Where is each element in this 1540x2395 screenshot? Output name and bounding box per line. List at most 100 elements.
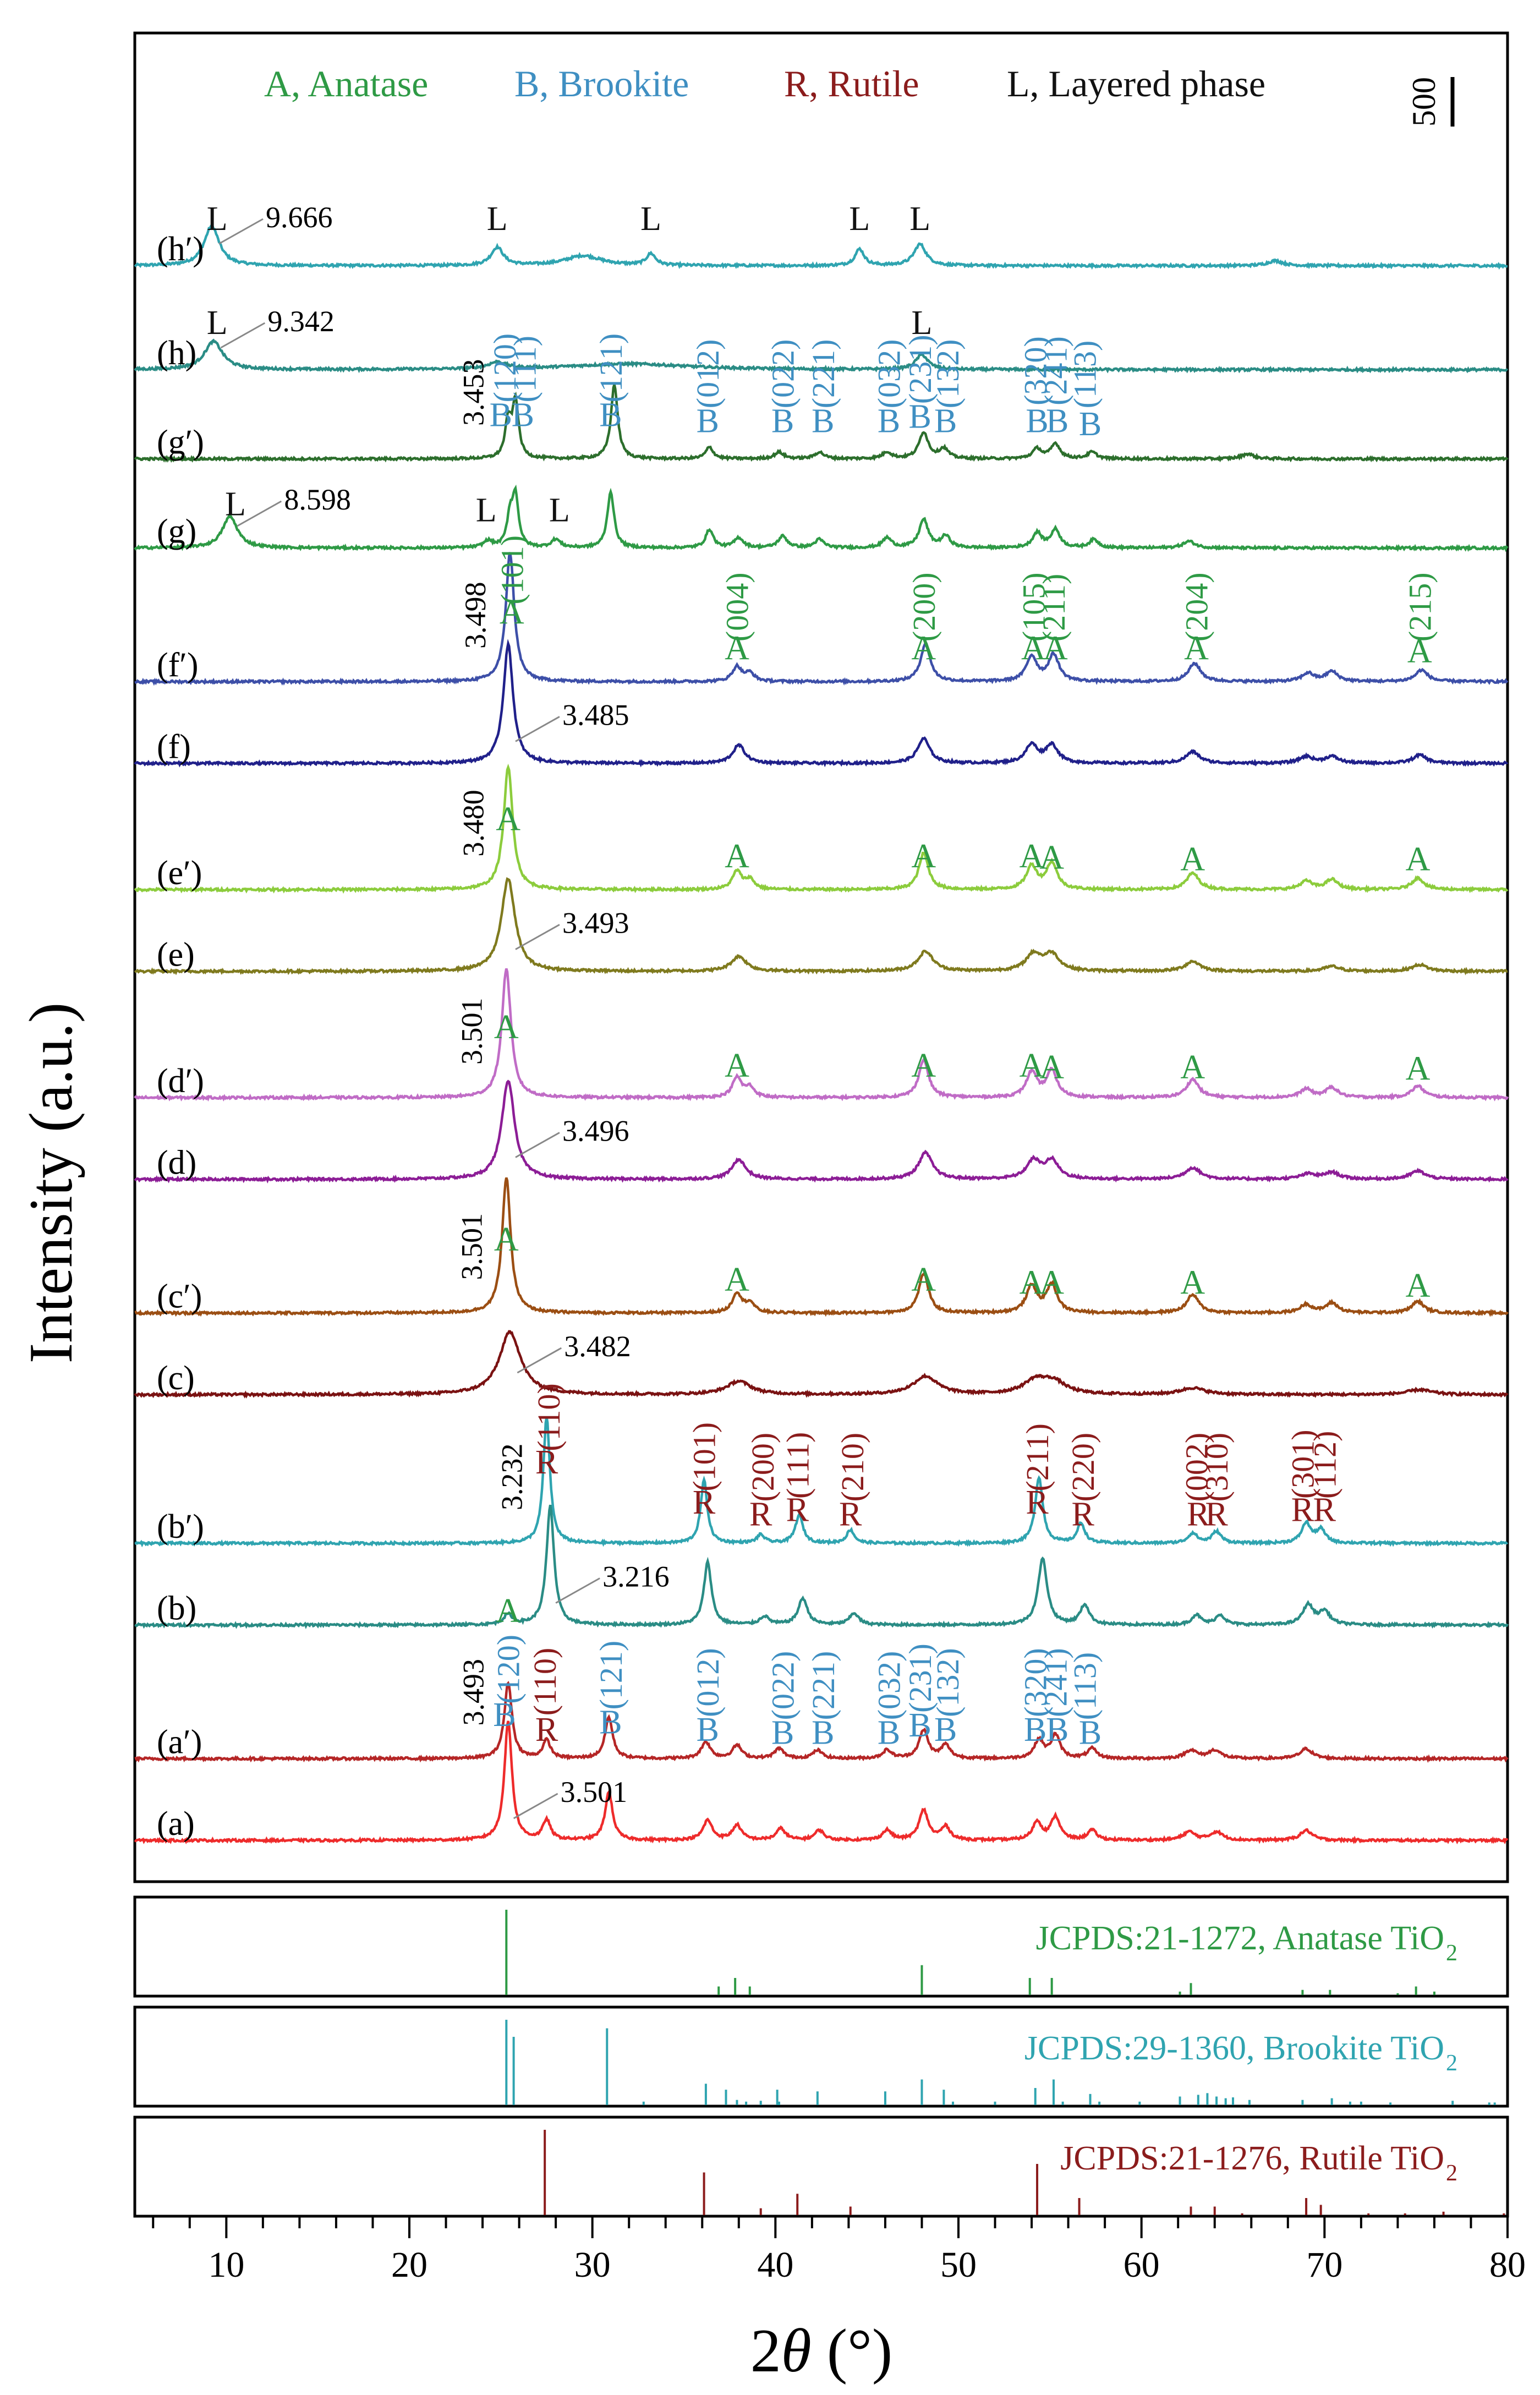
phase-label: B: [599, 397, 622, 434]
phase-label: A: [1039, 1049, 1064, 1086]
series-label: (d′): [157, 1062, 204, 1100]
hkl-label: (211): [1020, 1423, 1055, 1491]
phase-label: R: [1291, 1492, 1314, 1529]
phase-label: B: [812, 1714, 834, 1752]
x-axis-label: 2θ (°): [750, 2317, 892, 2385]
hkl-label: (241): [1038, 336, 1073, 405]
legend-anatase: A, Anatase: [264, 63, 428, 105]
hkl-label: (204): [1179, 572, 1214, 642]
hkl-label: (221): [805, 1651, 841, 1720]
reference-label-subscript: 2: [1446, 2051, 1457, 2076]
d-spacing-annotation: 3.232: [496, 1444, 529, 1511]
legend-rutile: R, Rutile: [784, 63, 919, 105]
phase-label: A: [1020, 1047, 1044, 1084]
hkl-label: (110): [527, 1648, 563, 1716]
hkl-label: (211): [1036, 574, 1072, 642]
series-line: [134, 968, 1509, 1102]
series-line: [134, 1417, 1509, 1548]
series-line: [134, 384, 1509, 463]
phase-label: R: [786, 1492, 809, 1529]
series-line: [134, 1330, 1509, 1399]
annotation-leader: [515, 716, 560, 742]
phase-label: R: [1313, 1492, 1336, 1529]
phase-label: B: [934, 1711, 957, 1749]
hkl-label: (215): [1402, 572, 1438, 642]
hkl-label: (105): [1016, 572, 1051, 642]
phase-label: A: [911, 1047, 936, 1084]
hkl-label: (241): [1038, 1648, 1073, 1717]
scale-bar-label: 500: [1406, 77, 1442, 127]
phase-label: B: [1024, 1711, 1046, 1749]
series-line: [134, 1720, 1509, 1845]
phase-label: B: [1079, 1714, 1101, 1752]
phase-label: A: [1039, 839, 1064, 876]
hkl-label: (220): [1065, 1433, 1101, 1502]
annotation-leader: [218, 218, 264, 245]
series-line: [134, 1079, 1509, 1184]
series-line: [134, 484, 1509, 552]
hkl-label: (032): [872, 1651, 907, 1720]
phase-label: A: [725, 1261, 749, 1298]
hkl-label: (032): [872, 339, 907, 409]
d-spacing-annotation: 8.598: [284, 483, 351, 516]
reference-panel-anatase: [133, 1895, 1509, 1998]
series-label: (c′): [157, 1278, 202, 1316]
phase-label: R: [535, 1444, 558, 1481]
hkl-label: (002): [1179, 1433, 1214, 1502]
scale-bar: 500: [1406, 77, 1455, 127]
hkl-label: (301): [1285, 1429, 1320, 1499]
phase-label: R: [1205, 1496, 1228, 1533]
series-line: [134, 552, 1509, 686]
d-spacing-annotation: 3.453: [457, 359, 490, 426]
hkl-label: (111): [507, 336, 543, 402]
series-label: (g′): [157, 424, 204, 461]
series-label: (b′): [157, 1508, 204, 1545]
phase-label: B: [512, 397, 534, 434]
phase-label: A: [1180, 1049, 1205, 1086]
x-axis: 10 20 30 40 50 60 70 80: [152, 2216, 1526, 2285]
phase-label: R: [839, 1496, 862, 1533]
hkl-label: (310): [1199, 1433, 1235, 1502]
peak-label-layer: L L L L LL LL L LBB B B B B B B B BB BAA A AA A AAA A AA A AAA A A…: [207, 200, 1438, 1751]
x-axis-label-unit: (°): [812, 2317, 892, 2385]
phase-label: B: [934, 402, 957, 440]
hkl-label: (200): [906, 572, 942, 642]
d-spacing-annotation: 3.501: [561, 1775, 628, 1808]
phase-label: B: [771, 1714, 794, 1752]
x-tick-label: 70: [1306, 2245, 1342, 2285]
series-label: (e): [157, 936, 195, 974]
phase-label: A: [1039, 1264, 1064, 1301]
hkl-label: (120): [487, 333, 523, 403]
phase-label: B: [878, 402, 900, 440]
hkl-label: (004): [719, 572, 755, 642]
hkl-label: (110): [531, 1383, 567, 1451]
phase-label: L: [225, 486, 246, 523]
hkl-label: (132): [930, 1648, 966, 1717]
series-label: (a): [157, 1805, 195, 1843]
reference-panel-brookite: [133, 2005, 1509, 2108]
hkl-label: (113): [1067, 341, 1103, 408]
hkl-label: (012): [690, 1648, 726, 1717]
reference-label: JCPDS:21-1272, Anatase TiO: [1036, 1920, 1444, 1957]
hkl-label: (200): [745, 1433, 781, 1502]
phase-label: A: [1180, 1264, 1205, 1301]
phase-label: A: [1406, 841, 1431, 878]
phase-label: B: [1026, 402, 1048, 440]
series-line: [134, 223, 1508, 270]
legend-layered: L, Layered phase: [1007, 63, 1265, 105]
phase-label: B: [490, 397, 512, 434]
hkl-label: (113): [1067, 1652, 1103, 1720]
x-tick-label: 60: [1124, 2245, 1160, 2285]
hkl-label: (320): [1018, 1648, 1054, 1717]
x-tick-label: 10: [208, 2245, 244, 2285]
phase-label: L: [849, 200, 870, 238]
annotation-leader: [237, 500, 282, 527]
series-line: [134, 1504, 1509, 1630]
phase-label: L: [909, 200, 930, 238]
hkl-label: (012): [690, 339, 726, 409]
phase-label: R: [1187, 1496, 1210, 1533]
series-line: [134, 1177, 1509, 1317]
series-label: (b): [157, 1590, 196, 1627]
annotation-leader: [515, 924, 560, 950]
